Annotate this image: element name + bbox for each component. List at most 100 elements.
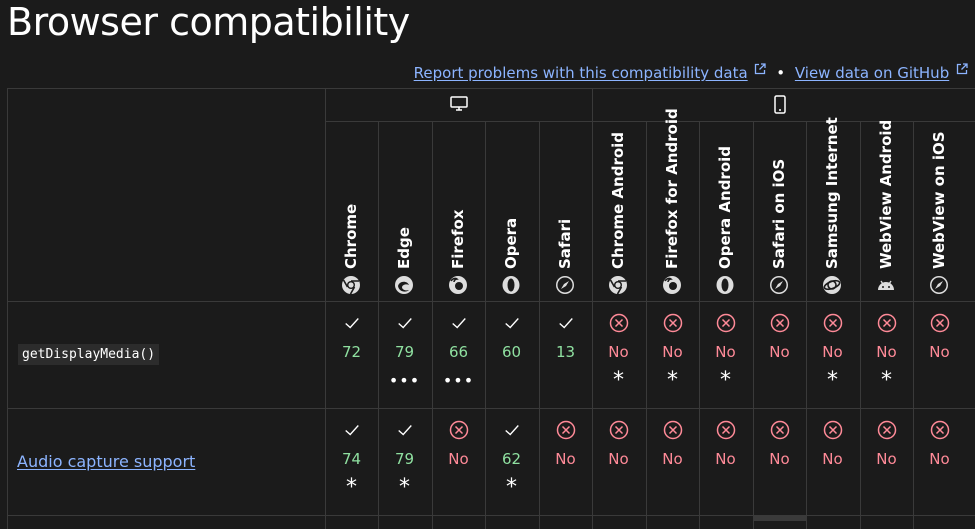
cross-circle-icon	[753, 419, 806, 441]
support-version: No	[448, 450, 469, 468]
column-divider	[592, 89, 593, 529]
more-info-icon: •••	[388, 371, 421, 390]
support-cell[interactable]: No	[806, 419, 859, 499]
report-problems-link[interactable]: Report problems with this compatibility …	[413, 64, 748, 82]
support-cell[interactable]: No	[432, 419, 485, 499]
cross-circle-icon	[913, 419, 966, 441]
support-version: 79	[394, 450, 415, 468]
browser-name-edge: Edge	[395, 227, 413, 269]
safari-icon	[769, 275, 789, 295]
support-version: 74	[341, 450, 362, 468]
check-icon	[485, 312, 538, 334]
note-empty	[539, 370, 592, 392]
note-asterisk-icon: *	[827, 368, 838, 393]
desktop-icon	[450, 96, 468, 111]
note-empty	[753, 477, 806, 499]
support-cell[interactable]: No *	[806, 312, 859, 392]
support-version: 62	[501, 450, 522, 468]
note-asterisk-icon: *	[506, 475, 517, 500]
support-version: 60	[501, 343, 522, 361]
cross-circle-icon	[806, 419, 859, 441]
support-version: No	[876, 450, 897, 468]
support-version: No	[608, 450, 629, 468]
mobile-icon	[774, 95, 786, 114]
support-cell[interactable]: No	[699, 419, 752, 499]
support-cell[interactable]: No	[860, 419, 913, 499]
row-divider	[8, 515, 975, 516]
support-version: No	[769, 343, 790, 361]
support-cell[interactable]: 13	[539, 312, 592, 392]
support-cell[interactable]: No *	[592, 312, 645, 392]
feature-audio-capture-link[interactable]: Audio capture support	[17, 452, 196, 471]
android-icon	[876, 275, 896, 295]
cross-circle-icon	[860, 419, 913, 441]
browser-name-opera-android: Opera Android	[716, 145, 734, 269]
column-divider	[699, 121, 700, 529]
view-github-link[interactable]: View data on GitHub	[794, 64, 950, 82]
compat-table: getDisplayMedia() Audio capture support …	[7, 88, 975, 529]
support-cell[interactable]: 72	[325, 312, 378, 392]
cross-circle-icon	[699, 312, 752, 334]
cross-circle-icon	[592, 312, 645, 334]
page-title: Browser compatibility	[7, 0, 410, 44]
support-cell[interactable]: 60	[485, 312, 538, 392]
safari-icon	[929, 275, 949, 295]
support-cell[interactable]: No	[753, 312, 806, 392]
note-asterisk-icon: *	[346, 475, 357, 500]
note-empty	[325, 370, 378, 392]
support-version: No	[929, 450, 950, 468]
edge-icon	[394, 275, 414, 295]
support-cell[interactable]: No *	[646, 312, 699, 392]
column-divider	[485, 121, 486, 529]
note-empty	[592, 477, 645, 499]
support-cell[interactable]: No	[592, 419, 645, 499]
support-cell[interactable]: No	[539, 419, 592, 499]
cross-circle-icon	[432, 419, 485, 441]
firefox-icon	[662, 275, 682, 295]
support-version: No	[555, 450, 576, 468]
support-cell[interactable]: No	[753, 419, 806, 499]
note-empty	[432, 477, 485, 499]
cross-circle-icon	[753, 312, 806, 334]
safari-icon	[555, 275, 575, 295]
support-cell[interactable]: 66 •••	[432, 312, 485, 392]
support-cell[interactable]: No *	[699, 312, 752, 392]
support-cell[interactable]: No	[913, 312, 966, 392]
cross-circle-icon	[913, 312, 966, 334]
check-icon	[325, 312, 378, 334]
samsung-internet-icon	[822, 275, 842, 295]
support-cell[interactable]: 79 •••	[378, 312, 431, 392]
external-link-icon	[755, 63, 767, 75]
note-asterisk-icon: *	[613, 368, 624, 393]
cross-circle-icon	[806, 312, 859, 334]
support-cell[interactable]: No *	[860, 312, 913, 392]
note-empty	[699, 477, 752, 499]
column-divider	[646, 121, 647, 529]
support-version: No	[929, 343, 950, 361]
support-version: No	[715, 450, 736, 468]
column-divider	[539, 121, 540, 529]
browser-name-safari-on-ios: Safari on iOS	[770, 158, 788, 269]
note-empty	[860, 477, 913, 499]
row-divider	[8, 301, 975, 302]
firefox-icon	[448, 275, 468, 295]
support-version: 13	[555, 343, 576, 361]
cross-circle-icon	[646, 312, 699, 334]
support-cell[interactable]: 79 *	[378, 419, 431, 499]
support-version: 66	[448, 343, 469, 361]
note-empty	[913, 477, 966, 499]
support-cell[interactable]: 74 *	[325, 419, 378, 499]
support-cell[interactable]: No	[913, 419, 966, 499]
cross-circle-icon	[592, 419, 645, 441]
opera-icon	[715, 275, 735, 295]
support-cell[interactable]: No	[646, 419, 699, 499]
cross-circle-icon	[539, 419, 592, 441]
support-version: No	[769, 450, 790, 468]
scroll-hint	[754, 515, 806, 521]
check-icon	[325, 419, 378, 441]
link-separator: •	[776, 64, 786, 82]
column-divider	[378, 121, 379, 529]
support-version: No	[876, 343, 897, 361]
note-empty	[646, 477, 699, 499]
support-cell[interactable]: 62 *	[485, 419, 538, 499]
